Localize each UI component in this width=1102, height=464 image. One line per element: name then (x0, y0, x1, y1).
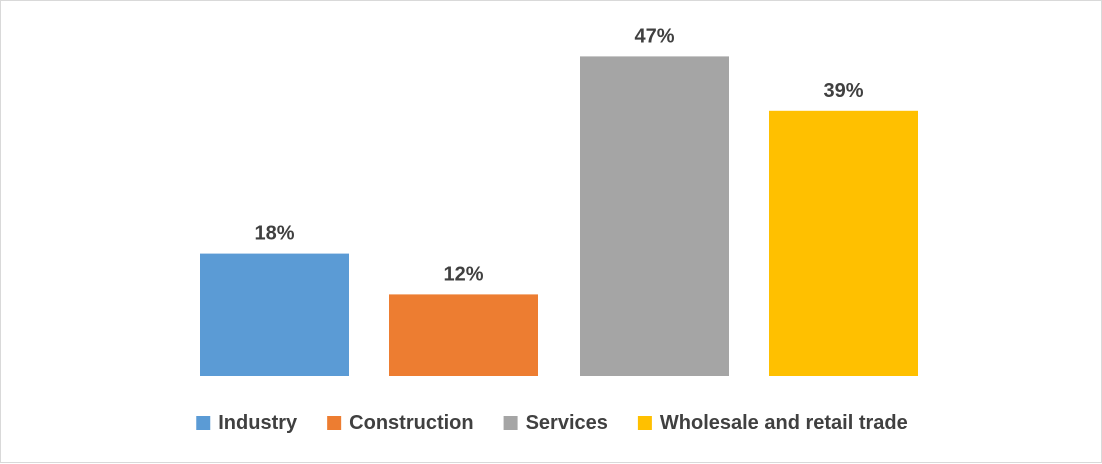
legend-label-industry: Industry (218, 412, 298, 434)
legend-label-wholesale-and-retail-trade: Wholesale and retail trade (660, 412, 908, 434)
data-label-industry: 18% (254, 223, 294, 245)
bar-construction (389, 294, 538, 376)
legend: Industry Construction Services Wholesale an… (196, 412, 908, 434)
bar-industry (200, 253, 349, 376)
legend-swatch-services (503, 416, 518, 430)
legend-label-services: Services (526, 412, 608, 434)
legend-label-construction: Construction (349, 412, 473, 434)
data-label-services: 47% (634, 25, 674, 47)
legend-swatch-industry (196, 416, 211, 430)
bar-wholesale-and-retail-trade (769, 110, 918, 377)
data-label-wholesale-and-retail-trade: 39% (823, 80, 863, 102)
data-label-construction: 12% (443, 263, 483, 285)
bars-group (200, 56, 918, 377)
data-labels-group: 18% 12% 47% 39% (254, 25, 863, 285)
legend-swatch-wholesale-and-retail-trade (637, 416, 652, 430)
legend-swatch-construction (327, 416, 342, 430)
bar-services (580, 56, 729, 377)
